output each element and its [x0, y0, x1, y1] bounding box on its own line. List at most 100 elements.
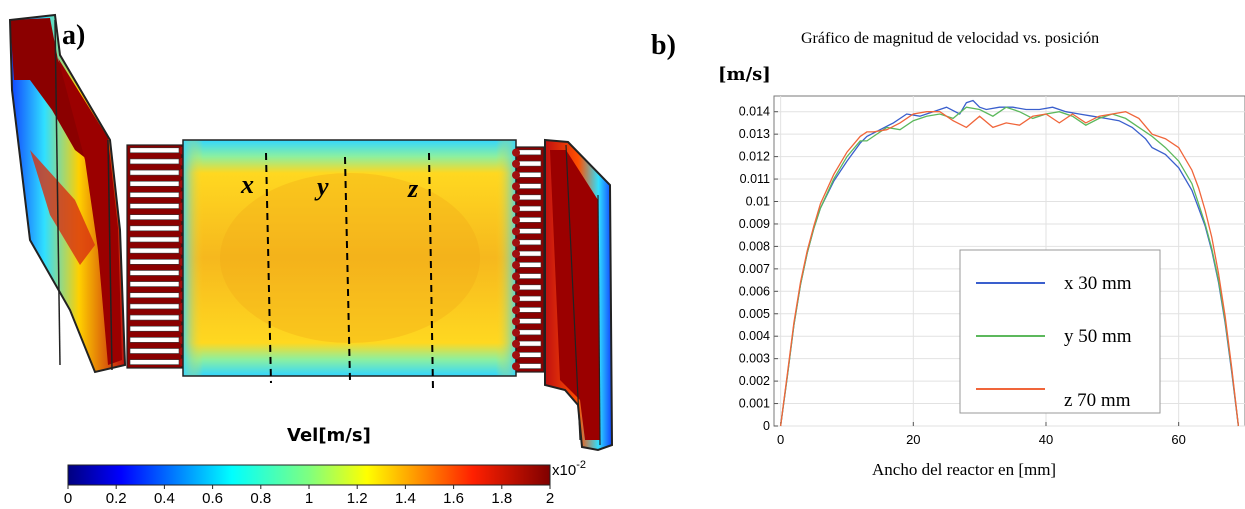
- plate-slot: [129, 359, 180, 365]
- x-tick-label: 0: [777, 432, 784, 447]
- colorbar-tick-label: 1.2: [347, 490, 368, 504]
- plate-slot: [129, 158, 180, 165]
- chart-legend: x 30 mm y 50 mm z 70 mm: [959, 249, 1161, 414]
- y-tick-label: 0.004: [739, 329, 770, 343]
- plate-slot: [129, 203, 180, 209]
- plate-slot: [129, 281, 180, 287]
- y-tick-label: 0.001: [739, 397, 770, 411]
- line-label-y: y: [314, 172, 329, 201]
- y-tick-label: 0.003: [739, 352, 770, 366]
- plate-slot: [129, 258, 180, 265]
- plate-hole: [512, 182, 520, 191]
- plate-slot: [129, 147, 180, 154]
- plate-hole: [512, 216, 520, 225]
- y-tick-label: 0: [763, 419, 770, 433]
- plate-hole: [512, 204, 520, 213]
- y-tick-label: 0.014: [739, 105, 770, 119]
- plate-body: [126, 144, 183, 369]
- plate-hole: [512, 171, 520, 180]
- legend-label: x 30 mm: [1064, 273, 1132, 294]
- chart-series: [779, 99, 1240, 427]
- plate-slot: [518, 239, 542, 246]
- plate-slot: [518, 250, 542, 257]
- plate-slot: [129, 236, 180, 243]
- colorbar-title: Vel[m/s]: [287, 425, 371, 446]
- y-tick-label: 0.01: [746, 195, 770, 209]
- colorbar-tick-label: 0.6: [202, 490, 223, 504]
- plate-slot: [518, 295, 542, 302]
- panel-label-b: b): [651, 30, 676, 61]
- plate-hole: [512, 193, 520, 202]
- plate-hole: [512, 306, 520, 315]
- plate-slot: [518, 273, 542, 279]
- y-axis-ticks: 0 0.001 0.002 0.003 0.004 0.005 0.006 0.007 0.00…: [739, 105, 778, 433]
- plate-hole: [512, 294, 520, 303]
- plate-hole: [512, 283, 520, 292]
- panel-b-velocity-profile: b) Gráfico de magnitud de velocidad vs. …: [640, 0, 1245, 504]
- plate-slot: [518, 194, 542, 201]
- sampling-line-z: [428, 152, 434, 391]
- colorbar-ticks: 0 0.2 0.4 0.6 0.8 1 1.2 1.4 1.6 1.8 2: [64, 485, 554, 507]
- plate-body: [515, 146, 545, 373]
- y-tick-label: 0.009: [739, 217, 770, 231]
- series-line-1: [779, 99, 1240, 427]
- plate-slot: [518, 352, 542, 358]
- plate-hole: [512, 339, 520, 348]
- plate-slot: [518, 160, 542, 167]
- colorbar-tick-label: 0.2: [106, 490, 127, 504]
- x-tick-label: 60: [1171, 432, 1185, 447]
- plate-slot: [129, 337, 180, 343]
- y-tick-label: 0.008: [739, 239, 770, 253]
- plate-slot: [518, 149, 542, 156]
- velocity-contour-figure: x y z 0 0.2 0.4 0.6 0.8 1 1.2 1.4 1.6 1.8 2 x10-2: [8, 13, 614, 507]
- inlet-manifold: [8, 13, 127, 374]
- plate-hole: [512, 249, 520, 258]
- plate-slot: [518, 183, 542, 189]
- outlet-perforated-plate: [512, 146, 545, 373]
- inlet-perforated-plate: [126, 144, 187, 369]
- y-tick-label: 0.007: [739, 262, 770, 276]
- x-tick-label: 20: [906, 432, 920, 447]
- plate-hole: [512, 227, 520, 236]
- x-axis-label: Ancho del reactor en [mm]: [872, 460, 1057, 479]
- colorbar: [67, 464, 551, 486]
- line-label-x: x: [240, 170, 254, 199]
- plate-slot: [518, 205, 542, 212]
- plate-slot: [129, 225, 180, 232]
- plate-slot: [129, 180, 180, 187]
- plate-slot: [129, 325, 180, 332]
- colorbar-tick-label: 0.8: [250, 490, 271, 504]
- plate-hole: [512, 317, 520, 326]
- plate-slot: [518, 318, 542, 324]
- reactor-chamber: [182, 139, 517, 377]
- chart-grid: [774, 96, 1245, 427]
- panel-a-velocity-contour: x y z 0 0.2 0.4 0.6 0.8 1 1.2 1.4 1.6 1.8 2 x10-2 …: [8, 13, 614, 507]
- x-axis-ticks: 0 20 40 60: [777, 422, 1186, 447]
- series-line-2: [779, 106, 1240, 427]
- plate-hole: [512, 328, 520, 337]
- series-line-3: [779, 111, 1240, 427]
- y-tick-label: 0.002: [739, 374, 770, 388]
- plate-slot: [518, 329, 542, 336]
- y-axis-unit: [m/s]: [718, 64, 771, 85]
- colorbar-tick-label: 1.8: [491, 490, 512, 504]
- plate-slot: [518, 262, 542, 268]
- plate-hole: [512, 272, 520, 281]
- outlet-manifold: [544, 138, 614, 452]
- plate-slot: [518, 217, 542, 223]
- plate-slot: [518, 228, 542, 234]
- y-tick-label: 0.013: [739, 127, 770, 141]
- colorbar-tick-label: 1.6: [443, 490, 464, 504]
- plate-slot: [129, 169, 180, 176]
- chart-title: Gráfico de magnitud de velocidad vs. pos…: [801, 30, 1100, 47]
- plate-hole: [512, 351, 520, 360]
- plate-slot: [129, 292, 180, 299]
- line-label-z: z: [407, 174, 419, 203]
- legend-label: z 70 mm: [1064, 390, 1131, 411]
- plate-hole: [512, 261, 520, 270]
- velocity-profile-chart: 0 0.001 0.002 0.003 0.004 0.005 0.006 0.007 0.00…: [739, 95, 1245, 447]
- colorbar-tick-label: 0: [64, 490, 72, 504]
- plate-slot: [518, 172, 542, 178]
- plate-slot: [518, 363, 542, 369]
- plate-slot: [129, 348, 180, 354]
